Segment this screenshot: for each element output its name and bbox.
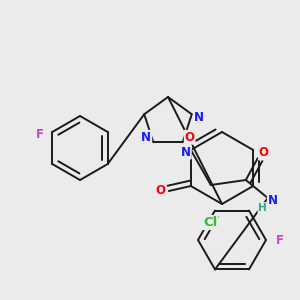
Text: H: H — [258, 203, 267, 213]
Text: O: O — [259, 146, 269, 160]
Text: N: N — [181, 146, 191, 158]
Text: F: F — [36, 128, 44, 140]
Text: O: O — [185, 131, 195, 144]
Text: N: N — [268, 194, 278, 206]
Text: Cl: Cl — [203, 216, 217, 229]
Text: O: O — [156, 184, 166, 197]
Text: F: F — [276, 233, 284, 247]
Text: N: N — [141, 131, 151, 144]
Text: N: N — [194, 111, 204, 124]
